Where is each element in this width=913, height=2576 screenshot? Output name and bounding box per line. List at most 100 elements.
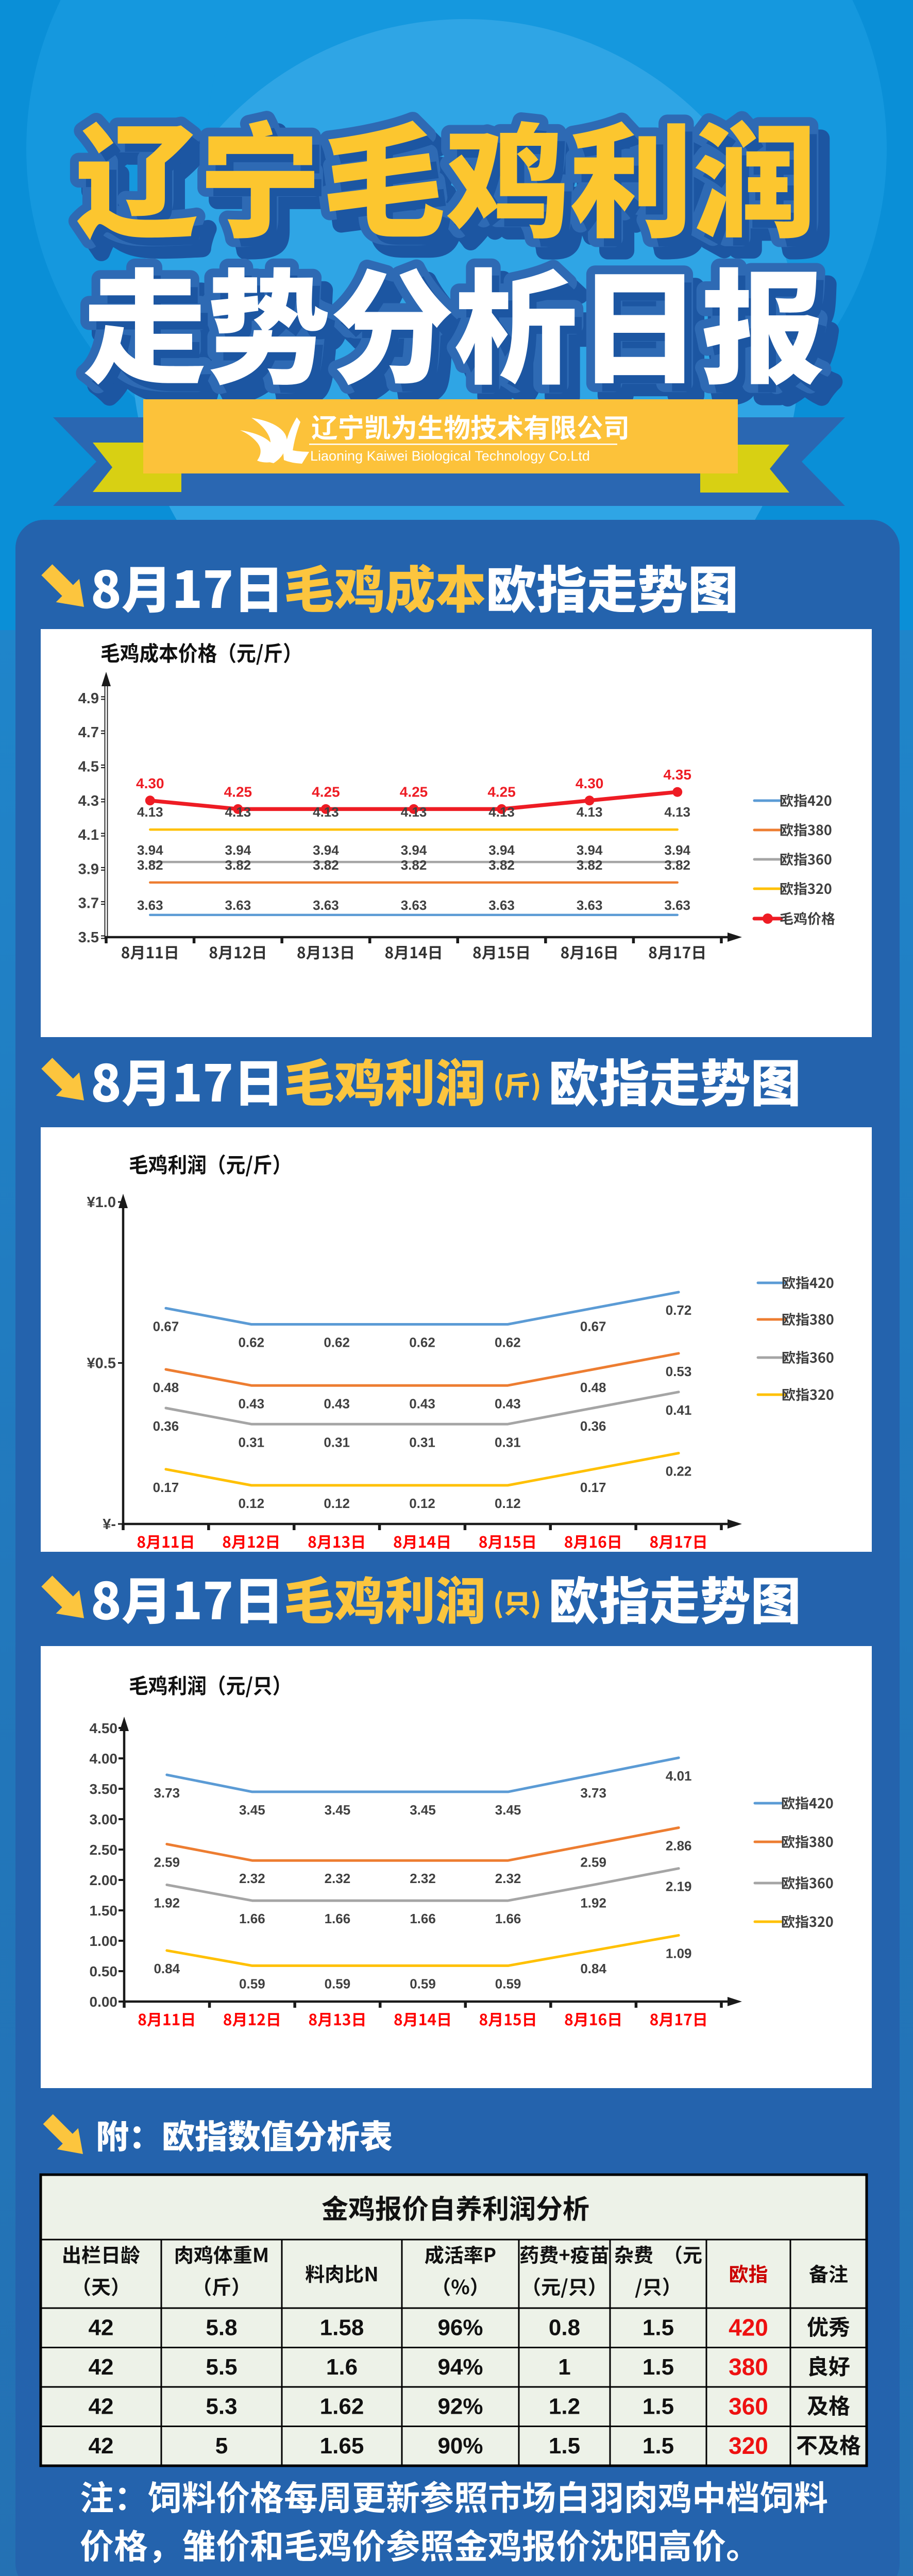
svg-text:0.48: 0.48 <box>580 1380 606 1395</box>
svg-text:4.30: 4.30 <box>136 775 164 791</box>
svg-text:1.66: 1.66 <box>239 1911 265 1926</box>
svg-text:42: 42 <box>89 2315 114 2340</box>
svg-text:3.63: 3.63 <box>577 897 603 913</box>
svg-text:1.50: 1.50 <box>90 1903 118 1919</box>
svg-text:0.22: 0.22 <box>666 1464 692 1479</box>
svg-text:5.8: 5.8 <box>206 2315 237 2340</box>
svg-text:0.36: 0.36 <box>580 1418 606 1434</box>
svg-text:4.35: 4.35 <box>663 767 691 783</box>
svg-text:4.5: 4.5 <box>78 759 99 775</box>
svg-text:0.62: 0.62 <box>238 1335 264 1350</box>
svg-text:3.94: 3.94 <box>488 842 515 858</box>
svg-text:1.66: 1.66 <box>495 1911 521 1926</box>
svg-text:3.94: 3.94 <box>577 842 603 858</box>
svg-text:0.00: 0.00 <box>90 1994 118 2010</box>
svg-text:42: 42 <box>89 2394 114 2419</box>
svg-text:0.59: 0.59 <box>239 1976 265 1991</box>
svg-text:2.32: 2.32 <box>410 1871 436 1886</box>
svg-text:4.01: 4.01 <box>666 1768 692 1784</box>
svg-text:94%: 94% <box>437 2354 483 2380</box>
svg-text:0.31: 0.31 <box>324 1434 350 1450</box>
svg-text:96%: 96% <box>437 2315 483 2340</box>
svg-text:4.1: 4.1 <box>78 827 99 843</box>
svg-text:1.66: 1.66 <box>410 1911 436 1926</box>
svg-text:0.31: 0.31 <box>238 1434 264 1450</box>
svg-text:1.09: 1.09 <box>666 1945 692 1961</box>
svg-text:3.82: 3.82 <box>664 857 690 873</box>
svg-text:1.2: 1.2 <box>549 2394 580 2419</box>
svg-text:2.86: 2.86 <box>666 1838 692 1854</box>
svg-text:3.73: 3.73 <box>154 1785 180 1801</box>
svg-text:0.41: 0.41 <box>666 1402 692 1418</box>
svg-text:¥1.0: ¥1.0 <box>87 1194 116 1211</box>
svg-text:¥-: ¥- <box>103 1516 116 1533</box>
svg-text:0.12: 0.12 <box>495 1496 521 1511</box>
svg-text:4.13: 4.13 <box>225 804 251 820</box>
svg-text:0.59: 0.59 <box>495 1976 521 1991</box>
svg-text:3.63: 3.63 <box>488 897 515 913</box>
svg-text:4.30: 4.30 <box>576 775 604 791</box>
svg-text:3.5: 3.5 <box>78 929 99 946</box>
svg-text:2.32: 2.32 <box>325 1871 351 1886</box>
svg-text:0.84: 0.84 <box>154 1961 180 1976</box>
svg-text:0.62: 0.62 <box>409 1335 435 1350</box>
svg-text:4.7: 4.7 <box>78 724 99 741</box>
svg-text:3.73: 3.73 <box>580 1785 606 1801</box>
svg-text:3.94: 3.94 <box>313 842 339 858</box>
svg-text:2.32: 2.32 <box>495 1871 521 1886</box>
svg-text:4.25: 4.25 <box>312 784 340 800</box>
svg-text:3.63: 3.63 <box>664 897 690 913</box>
svg-text:4.25: 4.25 <box>224 784 252 800</box>
svg-text:1.5: 1.5 <box>549 2433 580 2459</box>
svg-text:0.67: 0.67 <box>580 1318 606 1334</box>
svg-text:1.6: 1.6 <box>326 2354 358 2380</box>
svg-text:1.92: 1.92 <box>154 1895 180 1910</box>
svg-text:3.45: 3.45 <box>495 1802 521 1818</box>
svg-text:Liaoning Kaiwei Biological Tec: Liaoning Kaiwei Biological Technology Co… <box>310 448 590 464</box>
svg-text:1.58: 1.58 <box>320 2315 364 2340</box>
svg-text:0.59: 0.59 <box>410 1976 436 1991</box>
svg-text:0.62: 0.62 <box>324 1335 350 1350</box>
svg-text:1.5: 1.5 <box>643 2433 674 2459</box>
svg-text:92%: 92% <box>437 2394 483 2419</box>
svg-text:90%: 90% <box>437 2433 483 2459</box>
svg-text:1.66: 1.66 <box>325 1911 351 1926</box>
svg-text:2.32: 2.32 <box>239 1871 265 1886</box>
svg-text:0.31: 0.31 <box>409 1434 435 1450</box>
svg-text:0.62: 0.62 <box>495 1335 521 1350</box>
svg-text:2.59: 2.59 <box>580 1854 606 1870</box>
svg-text:0.59: 0.59 <box>325 1976 351 1991</box>
svg-text:3.82: 3.82 <box>577 857 603 873</box>
svg-text:3.94: 3.94 <box>137 842 163 858</box>
svg-text:0.8: 0.8 <box>549 2315 580 2340</box>
svg-text:4.9: 4.9 <box>78 690 99 707</box>
svg-text:¥0.5: ¥0.5 <box>87 1355 116 1372</box>
svg-text:4.3: 4.3 <box>78 793 99 809</box>
svg-text:2.19: 2.19 <box>666 1879 692 1894</box>
svg-text:4.13: 4.13 <box>137 804 163 820</box>
svg-text:3.82: 3.82 <box>401 857 427 873</box>
svg-text:3.63: 3.63 <box>225 897 251 913</box>
svg-text:3.63: 3.63 <box>137 897 163 913</box>
svg-text:3.45: 3.45 <box>410 1802 436 1818</box>
svg-text:0.50: 0.50 <box>90 1963 118 1979</box>
svg-text:1.5: 1.5 <box>643 2394 674 2419</box>
svg-text:5: 5 <box>215 2433 228 2459</box>
svg-text:320: 320 <box>729 2432 768 2459</box>
svg-text:0.84: 0.84 <box>580 1961 606 1976</box>
svg-text:3.82: 3.82 <box>488 857 515 873</box>
svg-text:4.13: 4.13 <box>577 804 603 820</box>
svg-text:1.00: 1.00 <box>90 1933 118 1949</box>
svg-text:1.5: 1.5 <box>643 2315 674 2340</box>
svg-text:4.00: 4.00 <box>90 1751 118 1767</box>
svg-text:1.5: 1.5 <box>643 2354 674 2380</box>
svg-text:2.50: 2.50 <box>90 1842 118 1858</box>
svg-text:0.43: 0.43 <box>495 1396 521 1411</box>
svg-text:4.13: 4.13 <box>488 804 515 820</box>
svg-text:0.36: 0.36 <box>153 1418 179 1434</box>
svg-text:0.43: 0.43 <box>324 1396 350 1411</box>
svg-text:42: 42 <box>89 2354 114 2380</box>
svg-text:0.53: 0.53 <box>666 1364 692 1379</box>
svg-text:3.7: 3.7 <box>78 895 99 912</box>
svg-text:0.43: 0.43 <box>409 1396 435 1411</box>
